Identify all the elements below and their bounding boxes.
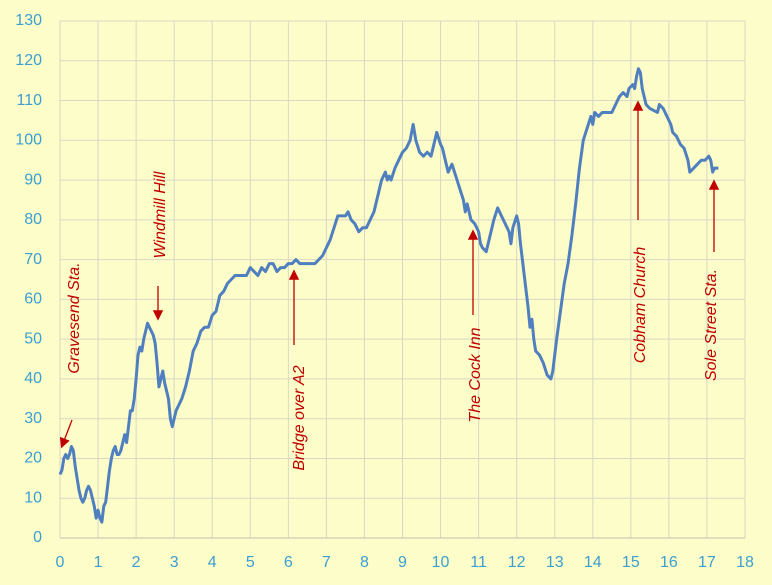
x-tick-label: 7 [322, 554, 331, 571]
x-tick-label: 8 [360, 554, 369, 571]
x-tick-label: 14 [584, 554, 602, 571]
y-tick-label: 10 [24, 489, 42, 506]
y-tick-label: 90 [24, 171, 42, 188]
y-tick-label: 50 [24, 330, 42, 347]
x-tick-label: 6 [284, 554, 293, 571]
y-tick-label: 70 [24, 251, 42, 268]
x-tick-label: 0 [56, 554, 65, 571]
x-tick-label: 5 [246, 554, 255, 571]
annotation: Bridge over A2 [291, 365, 308, 470]
annotation: Windmill Hill [152, 171, 169, 258]
annotation-arrow [59, 419, 73, 449]
y-tick-label: 120 [15, 52, 42, 69]
y-tick-label: 60 [24, 291, 42, 308]
y-tick-label: 40 [24, 370, 42, 387]
y-tick-label: 100 [15, 132, 42, 149]
y-tick-label: 30 [24, 410, 42, 427]
y-tick-label: 80 [24, 211, 42, 228]
y-tick-label: 20 [24, 450, 42, 467]
line [58, 67, 719, 524]
x-tick-label: 17 [698, 554, 716, 571]
annotation: Cobham Church [632, 247, 649, 364]
x-tick-label: 4 [208, 554, 217, 571]
x-tick-label: 15 [622, 554, 640, 571]
x-tick-label: 3 [170, 554, 179, 571]
annotation: Gravesend Sta. [66, 262, 83, 373]
annotation: Sole Street Sta. [703, 269, 720, 381]
y-tick-label: 0 [33, 529, 42, 546]
x-tick-label: 2 [132, 554, 141, 571]
annotation: The Cock Inn [467, 327, 484, 422]
x-tick-label: 11 [470, 554, 487, 571]
x-tick-label: 1 [94, 554, 103, 571]
y-tick-label: 130 [15, 12, 42, 29]
x-tick-label: 16 [660, 554, 678, 571]
x-tick-label: 9 [398, 554, 407, 571]
x-tick-label: 18 [736, 554, 754, 571]
x-tick-label: 10 [432, 554, 450, 571]
x-tick-label: 12 [508, 554, 526, 571]
x-tick-label: 13 [546, 554, 564, 571]
y-tick-label: 110 [16, 92, 42, 109]
